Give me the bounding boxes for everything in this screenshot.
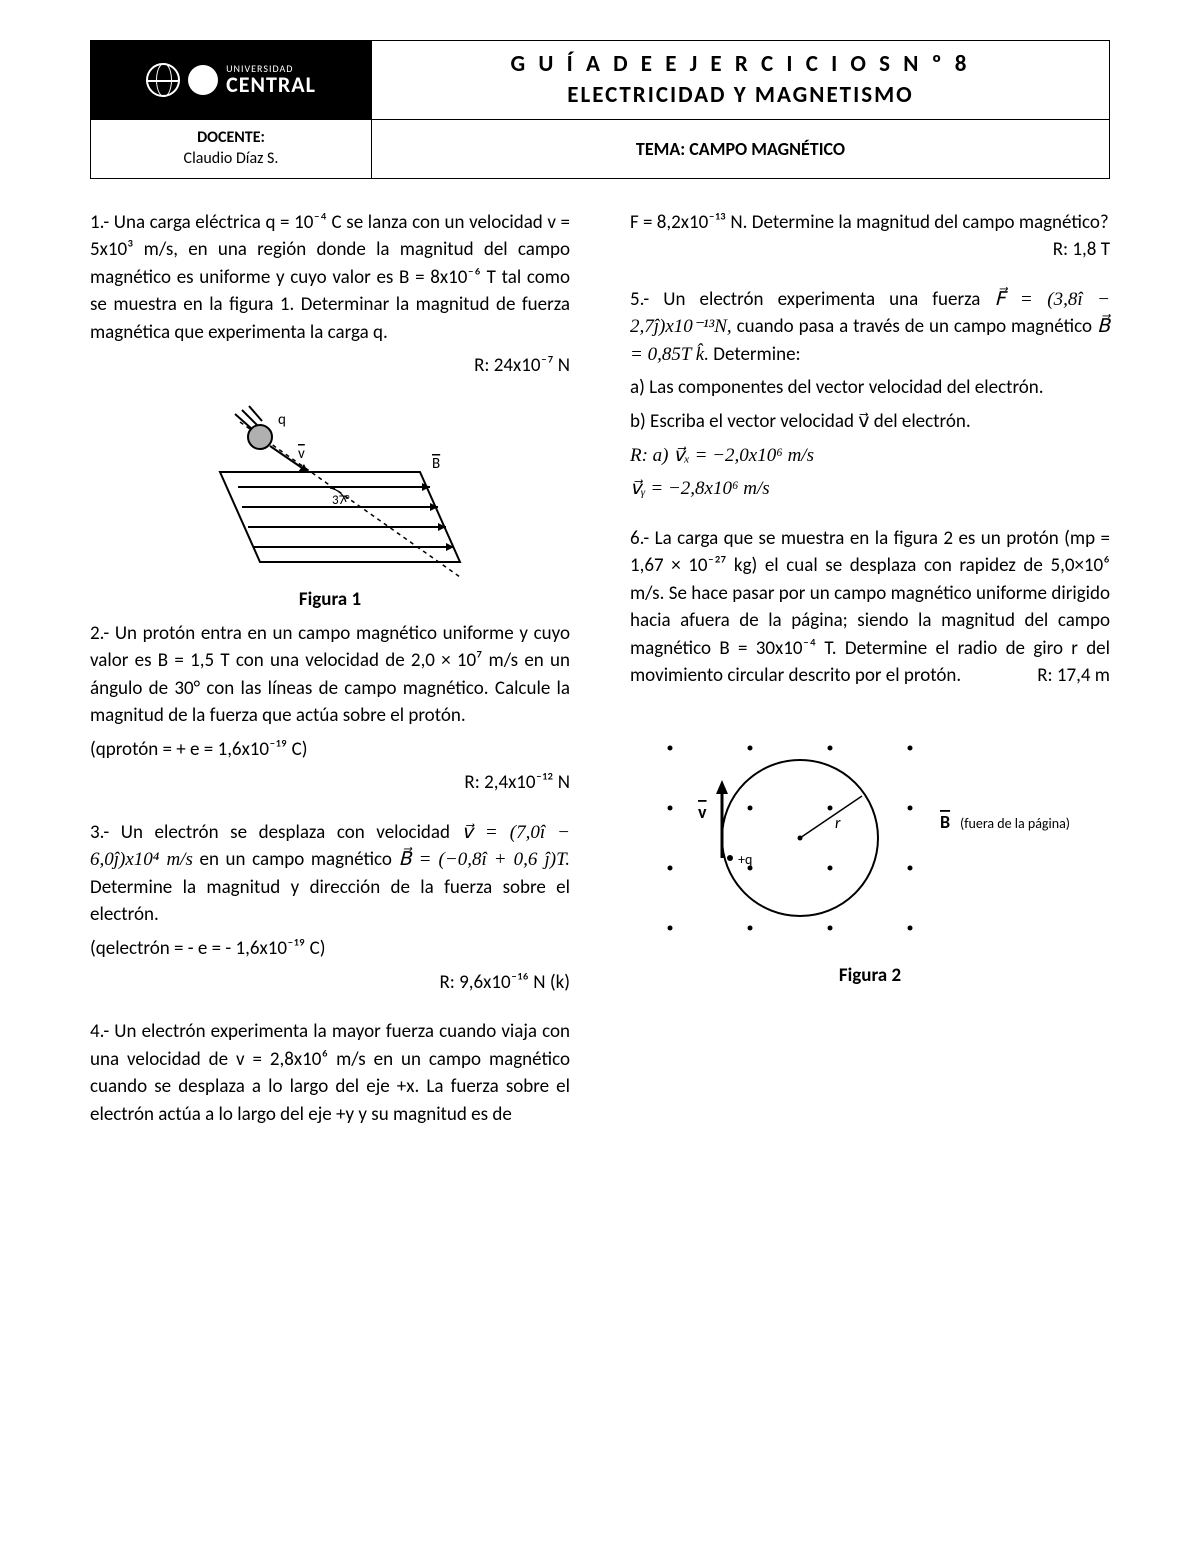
- p4b-text: F = 8,2x10⁻¹³ N. Determine la magnitud d…: [630, 211, 1109, 234]
- fig2-q-label: +q: [738, 851, 752, 868]
- header-table: UNIVERSIDAD CENTRAL G U Í A D E E J E R …: [90, 40, 1110, 179]
- p2-note: (qprotón = + e = 1,6x10⁻¹⁹ C): [90, 736, 570, 764]
- p1-answer: R: 24x10⁻⁷ N: [474, 352, 570, 380]
- problem-4b: F = 8,2x10⁻¹³ N. Determine la magnitud d…: [630, 209, 1110, 264]
- p5-b: b) Escriba el vector velocidad v⃗ del el…: [630, 408, 1110, 436]
- p3-intro: 3.- Un electrón se desplaza con velocida…: [90, 821, 450, 844]
- p5-intro: 5.- Un electrón experimenta una fuerza: [630, 288, 980, 311]
- title-line2: ELECTRICIDAD Y MAGNETISMO: [376, 80, 1105, 111]
- page: UNIVERSIDAD CENTRAL G U Í A D E E J E R …: [0, 0, 1200, 1553]
- figure-1: q v B 37°: [90, 402, 570, 582]
- university-big: CENTRAL: [226, 74, 316, 96]
- title-line1: G U Í A D E E J E R C I C I O S N º 8: [511, 50, 971, 78]
- fig2-v-label: v: [698, 801, 707, 823]
- p3-rest: Determine la magnitud y dirección de la …: [90, 876, 570, 927]
- docente-cell: DOCENTE: Claudio Díaz S.: [91, 120, 372, 179]
- fig1-v-label: v: [298, 445, 305, 463]
- fig1-angle-label: 37°: [332, 493, 350, 508]
- body-columns: 1.- Una carga eléctrica q = 10⁻⁴ C se la…: [90, 209, 1110, 1151]
- p3-answer: R: 9,6x10⁻¹⁶ N (k): [439, 971, 570, 994]
- problem-3: 3.- Un electrón se desplaza con velocida…: [90, 819, 570, 996]
- p6-answer: R: 17,4 m: [1037, 662, 1110, 690]
- fig2-r-label: r: [835, 814, 841, 833]
- p3-b: B⃗ = (−0,8î + 0,6 ĵ)T.: [399, 849, 570, 870]
- p3-mid: en un campo magnético: [199, 848, 398, 871]
- tema: TEMA: CAMPO MAGNÉTICO: [636, 138, 845, 160]
- fig2-b-label: B: [940, 811, 950, 833]
- p5-ans-a: R: a) v⃗ₓ = −2,0x10⁶ m/s: [630, 442, 1110, 470]
- figure-2-svg: +q v r B (fuera de la página): [640, 718, 1100, 958]
- fig1-q-label: q: [278, 411, 286, 429]
- p5-det: Determine:: [713, 343, 800, 366]
- docente-label: DOCENTE:: [197, 128, 265, 147]
- p2-text: 2.- Un protón entra en un campo magnétic…: [90, 620, 570, 730]
- docente-name: Claudio Díaz S.: [184, 149, 279, 168]
- title-cell: G U Í A D E E J E R C I C I O S N º 8 EL…: [372, 41, 1110, 120]
- p4-text: 4.- Un electrón experimenta la mayor fue…: [90, 1018, 570, 1128]
- p5-ans-b: v⃗ᵧ = −2,8x10⁶ m/s: [630, 475, 1110, 503]
- tema-cell: TEMA: CAMPO MAGNÉTICO: [372, 120, 1110, 179]
- fig2-b-note: (fuera de la página): [960, 815, 1070, 832]
- p3-note: (qelectrón = - e = - 1,6x10⁻¹⁹ C): [90, 935, 570, 963]
- p1-text: 1.- Una carga eléctrica q = 10⁻⁴ C se la…: [90, 209, 570, 347]
- globe-icon: [146, 63, 180, 97]
- fig2-caption: Figura 2: [630, 962, 1110, 990]
- p5-mid: cuando pasa a través de un campo magnéti…: [737, 315, 1097, 338]
- problem-6: 6.- La carga que se muestra en la figura…: [630, 525, 1110, 696]
- fig1-b-label: B: [432, 455, 440, 473]
- p4b-answer: R: 1,8 T: [1053, 236, 1110, 264]
- p2-answer: R: 2,4x10⁻¹² N: [90, 769, 570, 797]
- disc-icon: [188, 65, 218, 95]
- figure-2: +q v r B (fuera de la página): [630, 718, 1110, 958]
- fig1-caption: Figura 1: [90, 586, 570, 614]
- problem-5: 5.- Un electrón experimenta una fuerza F…: [630, 286, 1110, 503]
- problem-4a: 4.- Un electrón experimenta la mayor fue…: [90, 1018, 570, 1128]
- problem-2: 2.- Un protón entra en un campo magnétic…: [90, 620, 570, 797]
- figure-1-svg: q v B 37°: [180, 402, 480, 582]
- logo-cell: UNIVERSIDAD CENTRAL: [91, 41, 372, 120]
- problem-1: 1.- Una carga eléctrica q = 10⁻⁴ C se la…: [90, 209, 570, 380]
- p5-a: a) Las componentes del vector velocidad …: [630, 374, 1110, 402]
